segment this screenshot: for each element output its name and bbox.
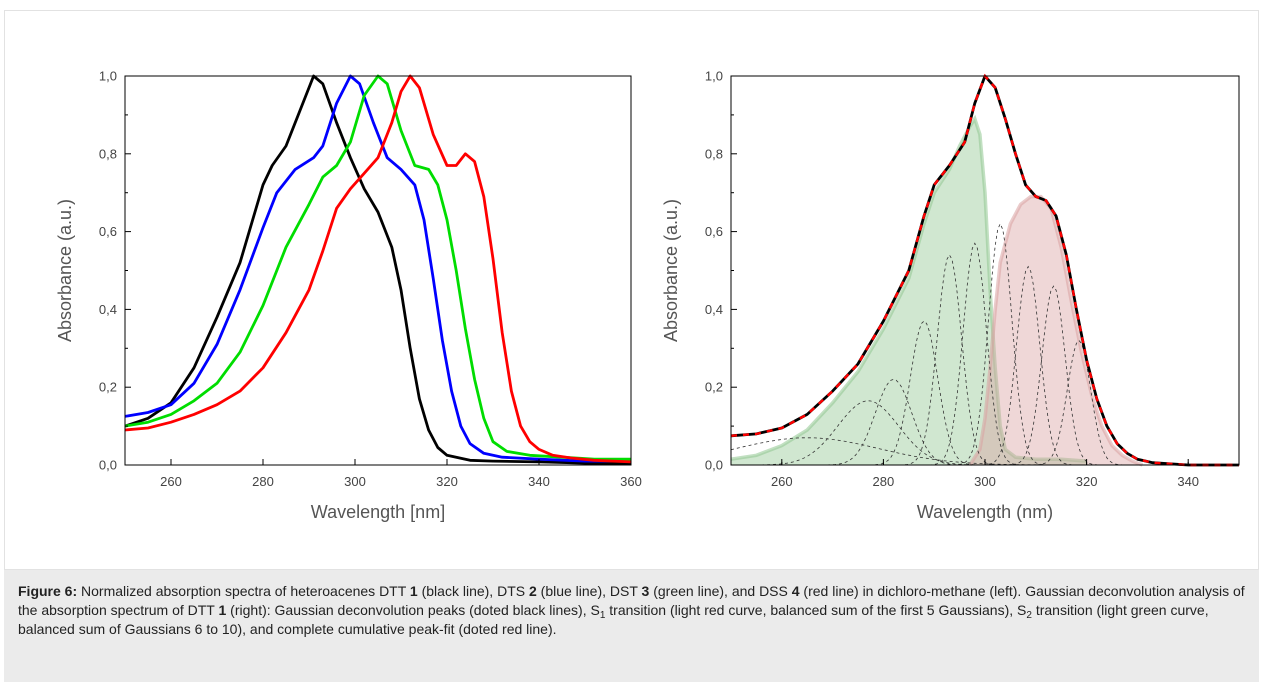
y-tick-label: 0,0 xyxy=(705,458,723,473)
subscript: 1 xyxy=(599,610,606,621)
x-tick-label: 300 xyxy=(974,474,996,489)
y-tick-label: 0,0 xyxy=(99,458,117,473)
x-axis-title: Wavelength [nm] xyxy=(311,502,445,522)
y-tick-label: 0,8 xyxy=(99,146,117,161)
x-tick-label: 360 xyxy=(620,474,642,489)
y-tick-label: 0,8 xyxy=(705,146,723,161)
absorption-spectra-chart: 260 280 300 320 340 360 0,0 0,2 0,4 0,6 0,8 1,0 Wave… xyxy=(55,69,642,523)
caption-text: Normalized absorption spectra of heteroa… xyxy=(77,583,410,599)
caption-text: (right): Gaussian deconvolution peaks (d… xyxy=(226,602,600,618)
y-axis-title: Absorbance (a.u.) xyxy=(661,199,681,342)
figure-panel: 260 280 300 320 340 360 0,0 0,2 0,4 0,6 0,8 1,0 Wave… xyxy=(4,10,1259,570)
y-axis-title: Absorbance (a.u.) xyxy=(55,199,75,342)
x-tick-label: 280 xyxy=(873,474,895,489)
y-tick-label: 1,0 xyxy=(99,69,117,84)
x-tick-label: 340 xyxy=(1177,474,1199,489)
x-tick-label: 320 xyxy=(436,474,458,489)
series-line-3 xyxy=(124,74,631,461)
filled-area-2 xyxy=(969,196,1143,465)
y-tick-label: 0,6 xyxy=(705,224,723,239)
y-tick-label: 0,6 xyxy=(99,224,117,239)
compound-number: 4 xyxy=(791,583,800,599)
caption-text: (blue line), DST xyxy=(536,583,642,599)
series-line-2 xyxy=(124,74,631,463)
x-tick-label: 340 xyxy=(528,474,550,489)
y-tick-label: 1,0 xyxy=(705,69,723,84)
caption-text: transition (light red curve, balanced su… xyxy=(605,602,1027,618)
y-tick-label: 0,4 xyxy=(705,302,723,317)
filled-area-edge-1 xyxy=(730,114,1087,463)
compound-number: 1 xyxy=(218,602,227,618)
y-tick-label: 0,2 xyxy=(705,380,723,395)
y-tick-label: 0,2 xyxy=(99,380,117,395)
subscript: 2 xyxy=(1026,610,1032,621)
caption-text: transition (light green curve, balanced … xyxy=(18,602,1209,637)
series-line-4 xyxy=(124,74,632,464)
x-tick-label: 300 xyxy=(344,474,366,489)
x-tick-label: 280 xyxy=(252,474,274,489)
compound-number: 1 xyxy=(409,583,418,599)
x-tick-label: 260 xyxy=(771,474,793,489)
caption-text: (red line) in dichloro-methane (left). G… xyxy=(18,583,1245,618)
figure-caption: Figure 6: Normalized absorption spectra … xyxy=(4,570,1259,682)
cumulative-fit-line xyxy=(730,73,1239,467)
compound-number: 2 xyxy=(528,583,537,599)
y-tick-label: 0,4 xyxy=(99,302,117,317)
compound-number: 3 xyxy=(641,583,650,599)
caption-text: (green line), and DSS xyxy=(649,583,792,599)
deconvolution-chart: 260 280 300 320 340 0,0 0,2 0,4 0,6 0,8 1,0 Wavelen… xyxy=(661,69,1240,522)
caption-lead: Figure 6: xyxy=(18,583,78,599)
caption-text: (black line), DTS xyxy=(417,583,529,599)
series-line-1 xyxy=(124,74,632,466)
x-tick-label: 320 xyxy=(1076,474,1098,489)
x-axis-title: Wavelength (nm) xyxy=(917,502,1053,522)
filled-area-1 xyxy=(731,118,1087,466)
x-tick-label: 260 xyxy=(160,474,182,489)
